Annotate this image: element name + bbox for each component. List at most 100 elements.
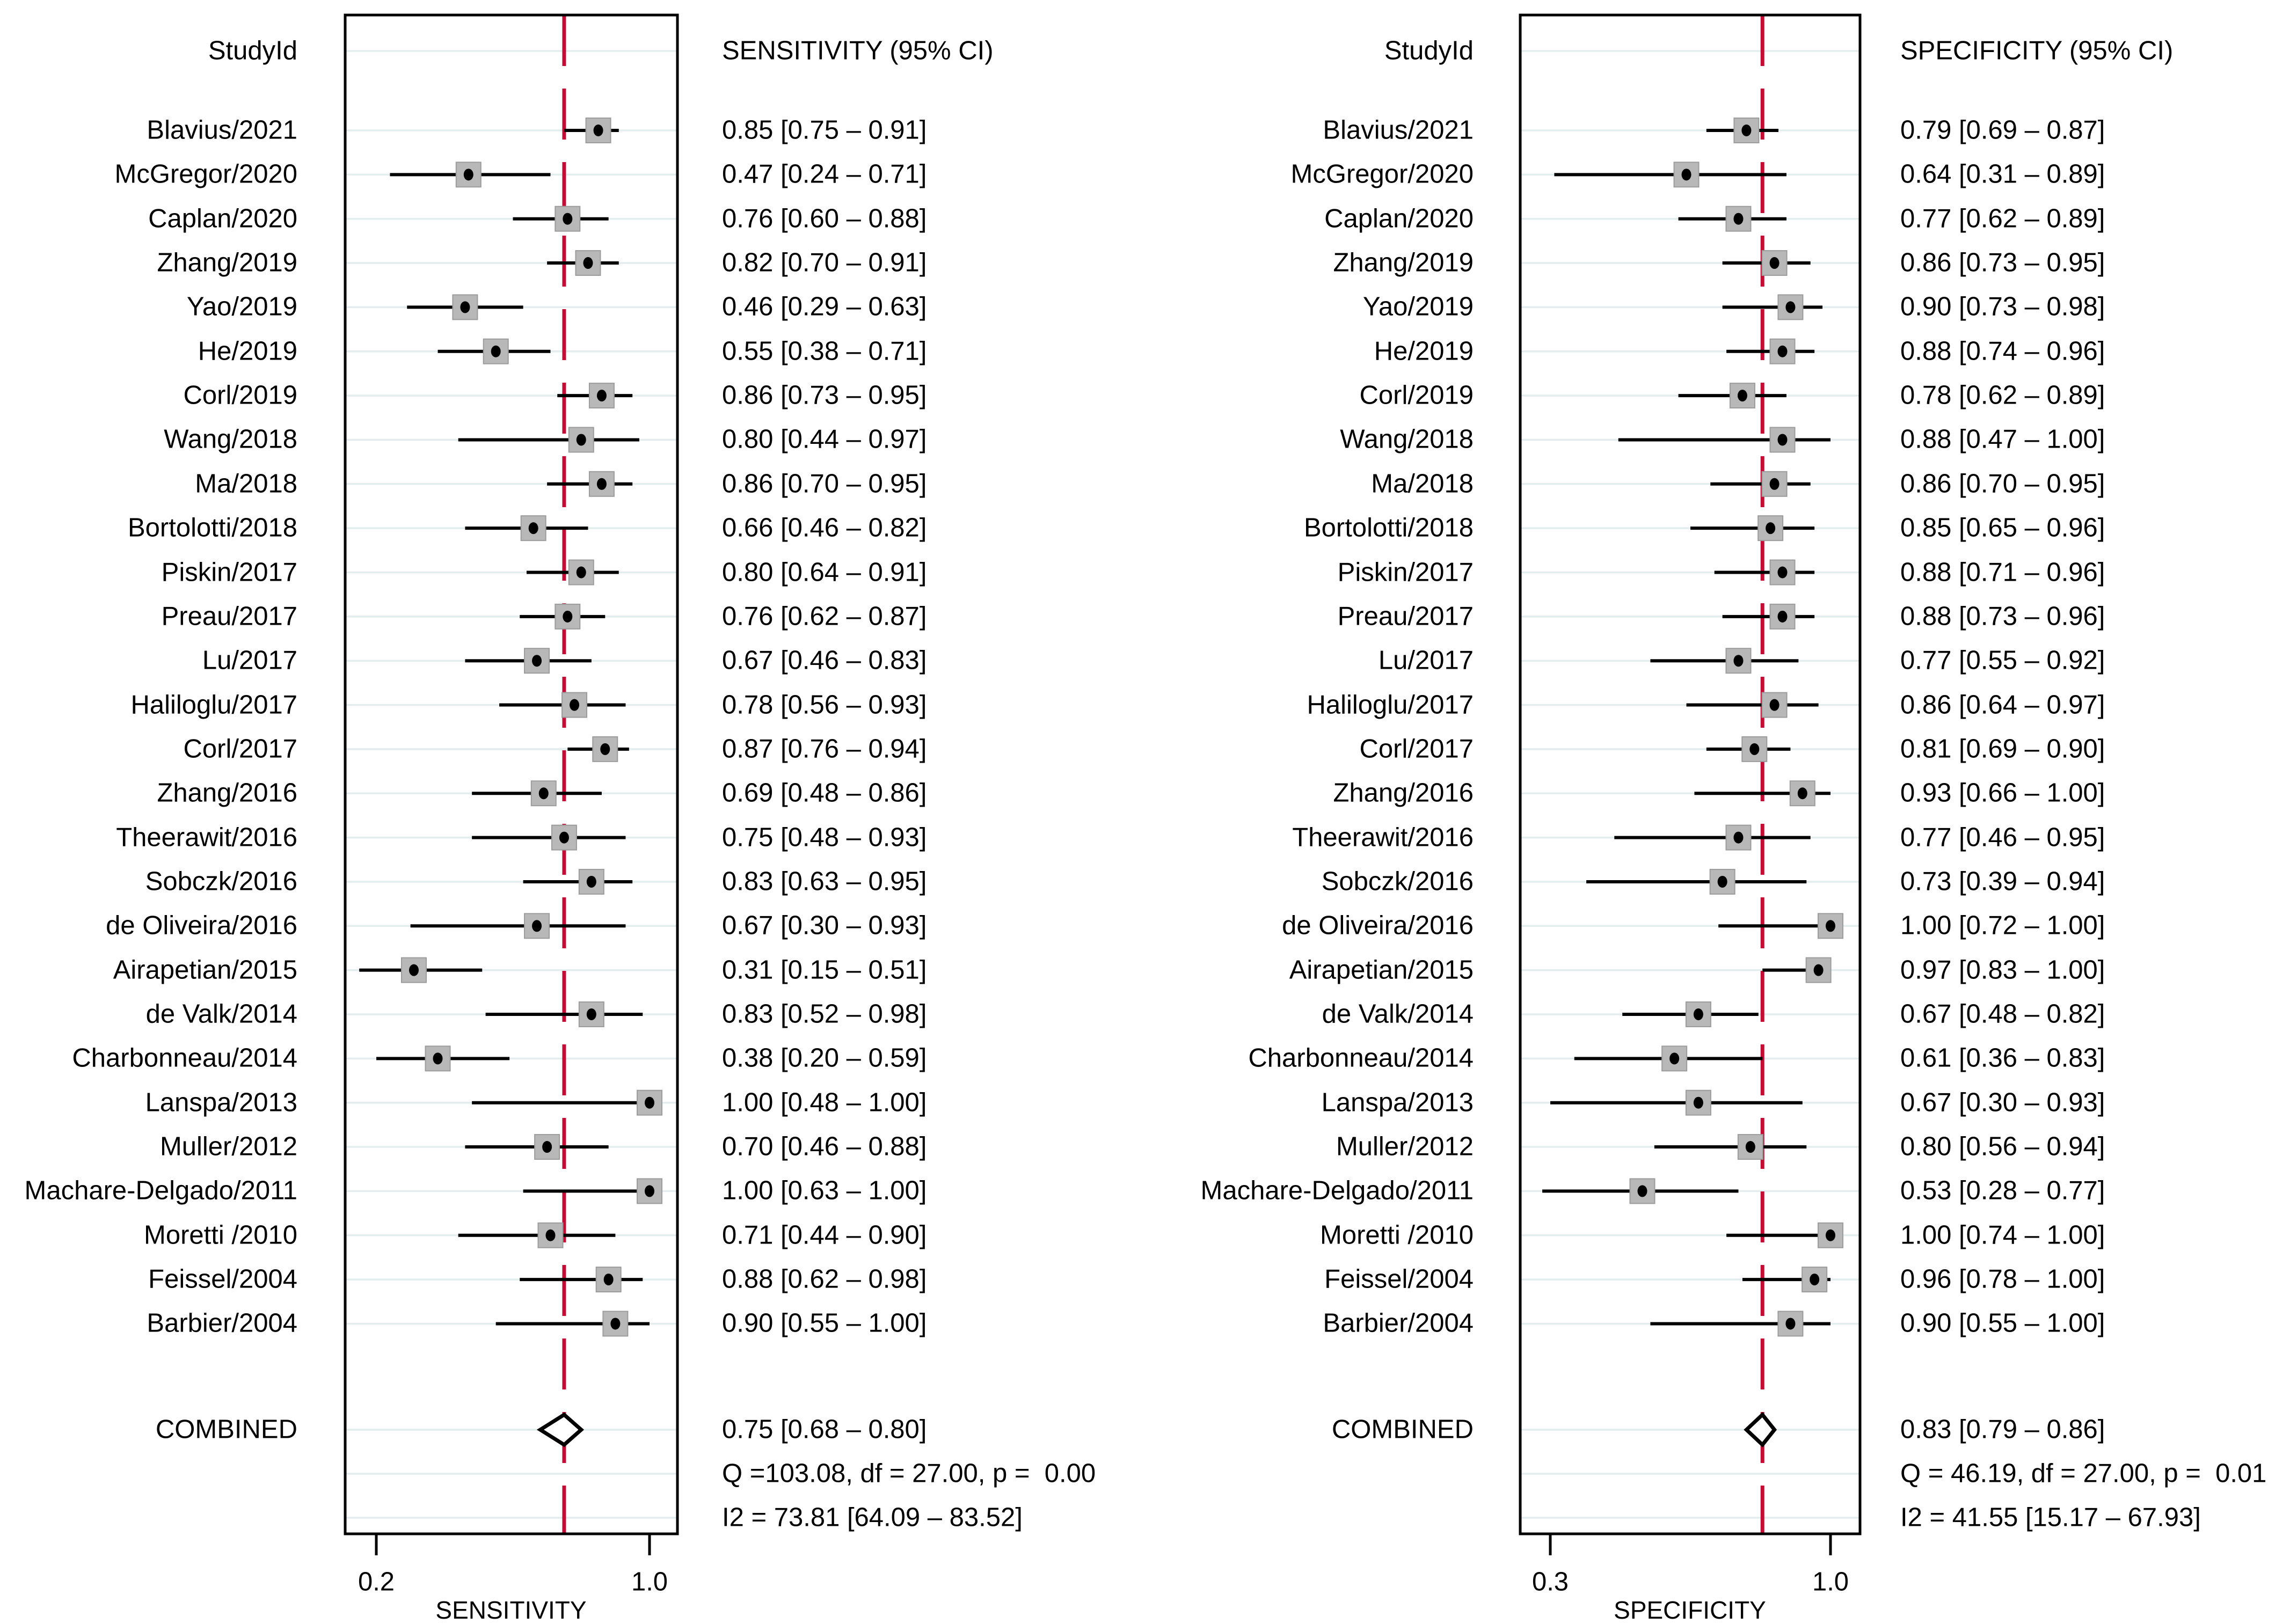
study-label: de Oliveira/2016 <box>106 911 297 940</box>
estimate-dot <box>1745 1141 1755 1153</box>
study-label: Zhang/2019 <box>157 248 297 277</box>
study-value: 0.86 [0.70 – 0.95] <box>1900 469 2105 499</box>
study-label: Airapetian/2015 <box>113 955 297 985</box>
study-label: Corl/2019 <box>1359 381 1474 410</box>
estimate-marker <box>637 1178 662 1204</box>
estimate-dot <box>1737 390 1747 402</box>
study-value: 0.67 [0.30 – 0.93] <box>722 911 927 940</box>
het-i2-line: I2 = 73.81 [64.09 – 83.52] <box>722 1503 1023 1532</box>
study-value: 0.90 [0.55 – 1.00] <box>722 1308 927 1338</box>
study-label: Machare-Delgado/2011 <box>24 1176 297 1205</box>
study-label: de Valk/2014 <box>1322 999 1474 1029</box>
study-value: 0.83 [0.52 – 0.98] <box>722 999 927 1029</box>
study-label: de Oliveira/2016 <box>1282 911 1474 940</box>
specificity-tick-label-high: 1.0 <box>1812 1567 1849 1597</box>
specificity-axis-title: SPECIFICITY <box>1614 1596 1766 1624</box>
sensitivity-tick-label-high: 1.0 <box>631 1567 668 1597</box>
estimate-dot <box>645 1096 654 1109</box>
estimate-dot <box>1777 345 1788 357</box>
combined-value: 0.83 [0.79 – 0.86] <box>1900 1415 2105 1444</box>
het-i2-line: I2 = 41.55 [15.17 – 67.93] <box>1900 1503 2201 1532</box>
study-value: 0.88 [0.74 – 0.96] <box>1900 336 2105 366</box>
estimate-dot <box>532 655 542 667</box>
study-label: Muller/2012 <box>159 1132 297 1161</box>
study-label: Sobczk/2016 <box>145 867 297 896</box>
plot-border <box>344 13 679 1535</box>
study-value: 0.90 [0.73 – 0.98] <box>1900 292 2105 321</box>
estimate-dot <box>1733 213 1744 225</box>
study-value: 0.67 [0.30 – 0.93] <box>1900 1088 2105 1117</box>
estimate-dot <box>559 831 569 844</box>
estimate-dot <box>1717 875 1727 888</box>
study-label: Yao/2019 <box>1362 292 1474 321</box>
estimate-marker <box>1805 957 1832 983</box>
estimate-dot <box>1693 1096 1703 1109</box>
study-value: 0.87 [0.76 – 0.94] <box>722 734 927 764</box>
sensitivity-value-header: SENSITIVITY (95% CI) <box>722 36 994 65</box>
study-label: Preau/2017 <box>1337 602 1474 631</box>
study-value: 0.93 [0.66 – 1.00] <box>1900 778 2105 808</box>
estimate-dot <box>1797 787 1807 800</box>
study-label: Bortolotti/2018 <box>1304 513 1474 543</box>
study-value: 0.79 [0.69 – 0.87] <box>1900 115 2105 145</box>
study-value: 0.64 [0.31 – 0.89] <box>1900 159 2105 189</box>
estimate-dot <box>576 566 586 579</box>
estimate-marker <box>425 1045 451 1072</box>
study-value: 0.76 [0.60 – 0.88] <box>722 204 927 233</box>
study-value: 0.86 [0.73 – 0.95] <box>722 381 927 410</box>
study-label: Lanspa/2013 <box>1321 1088 1474 1117</box>
estimate-dot <box>596 390 607 402</box>
estimate-dot <box>460 301 470 313</box>
estimate-dot <box>576 434 586 446</box>
estimate-dot <box>1681 169 1691 181</box>
study-label: Moretti /2010 <box>1320 1220 1474 1250</box>
study-value: 0.88 [0.73 – 0.96] <box>1900 602 2105 631</box>
study-value: 0.47 [0.24 – 0.71] <box>722 159 927 189</box>
estimate-dot <box>1777 434 1788 446</box>
study-label: Feissel/2004 <box>1324 1264 1474 1294</box>
estimate-dot <box>1813 964 1824 976</box>
study-value: 0.86 [0.73 – 0.95] <box>1900 248 2105 277</box>
estimate-marker <box>551 824 577 851</box>
study-value: 1.00 [0.48 – 1.00] <box>722 1088 927 1117</box>
study-value: 0.53 [0.28 – 0.77] <box>1900 1176 2105 1205</box>
study-label: Charbonneau/2014 <box>72 1043 297 1073</box>
estimate-marker <box>578 868 604 895</box>
estimate-dot <box>570 699 580 711</box>
study-label: McGregor/2020 <box>114 159 297 189</box>
study-value: 0.96 [0.78 – 1.00] <box>1900 1264 2105 1294</box>
study-label: Zhang/2019 <box>1333 248 1474 277</box>
specificity-value-header: SPECIFICITY (95% CI) <box>1900 36 2174 65</box>
study-label: He/2019 <box>198 336 297 366</box>
estimate-dot <box>1733 831 1744 844</box>
study-value: 0.77 [0.46 – 0.95] <box>1900 823 2105 852</box>
study-label: Piskin/2017 <box>1337 558 1474 587</box>
estimate-dot <box>586 1008 596 1020</box>
study-value: 0.31 [0.15 – 0.51] <box>722 955 927 985</box>
study-label: Lu/2017 <box>1378 646 1474 675</box>
estimate-marker <box>1761 692 1788 718</box>
estimate-dot <box>1777 610 1788 623</box>
study-label: Haliloglu/2017 <box>130 690 297 720</box>
study-label: Ma/2018 <box>195 469 297 499</box>
study-value: 0.88 [0.62 – 0.98] <box>722 1264 927 1294</box>
study-value: 0.80 [0.64 – 0.91] <box>722 558 927 587</box>
sensitivity-column-header: StudyId <box>208 36 297 65</box>
estimate-dot <box>1785 1318 1796 1330</box>
study-label: Bortolotti/2018 <box>128 513 297 543</box>
estimate-dot <box>491 345 501 357</box>
study-label: Airapetian/2015 <box>1289 955 1474 985</box>
study-value: 0.88 [0.71 – 0.96] <box>1900 558 2105 587</box>
estimate-dot <box>586 875 596 888</box>
study-label: Lu/2017 <box>202 646 297 675</box>
study-label: de Valk/2014 <box>145 999 297 1029</box>
estimate-dot <box>610 1318 621 1330</box>
study-label: Feissel/2004 <box>148 1264 297 1294</box>
study-label: Charbonneau/2014 <box>1248 1043 1474 1073</box>
combined-label: COMBINED <box>1331 1415 1474 1444</box>
estimate-dot <box>1826 1229 1835 1241</box>
study-label: Caplan/2020 <box>148 204 297 233</box>
estimate-dot <box>542 1141 552 1153</box>
estimate-dot <box>1777 566 1788 579</box>
